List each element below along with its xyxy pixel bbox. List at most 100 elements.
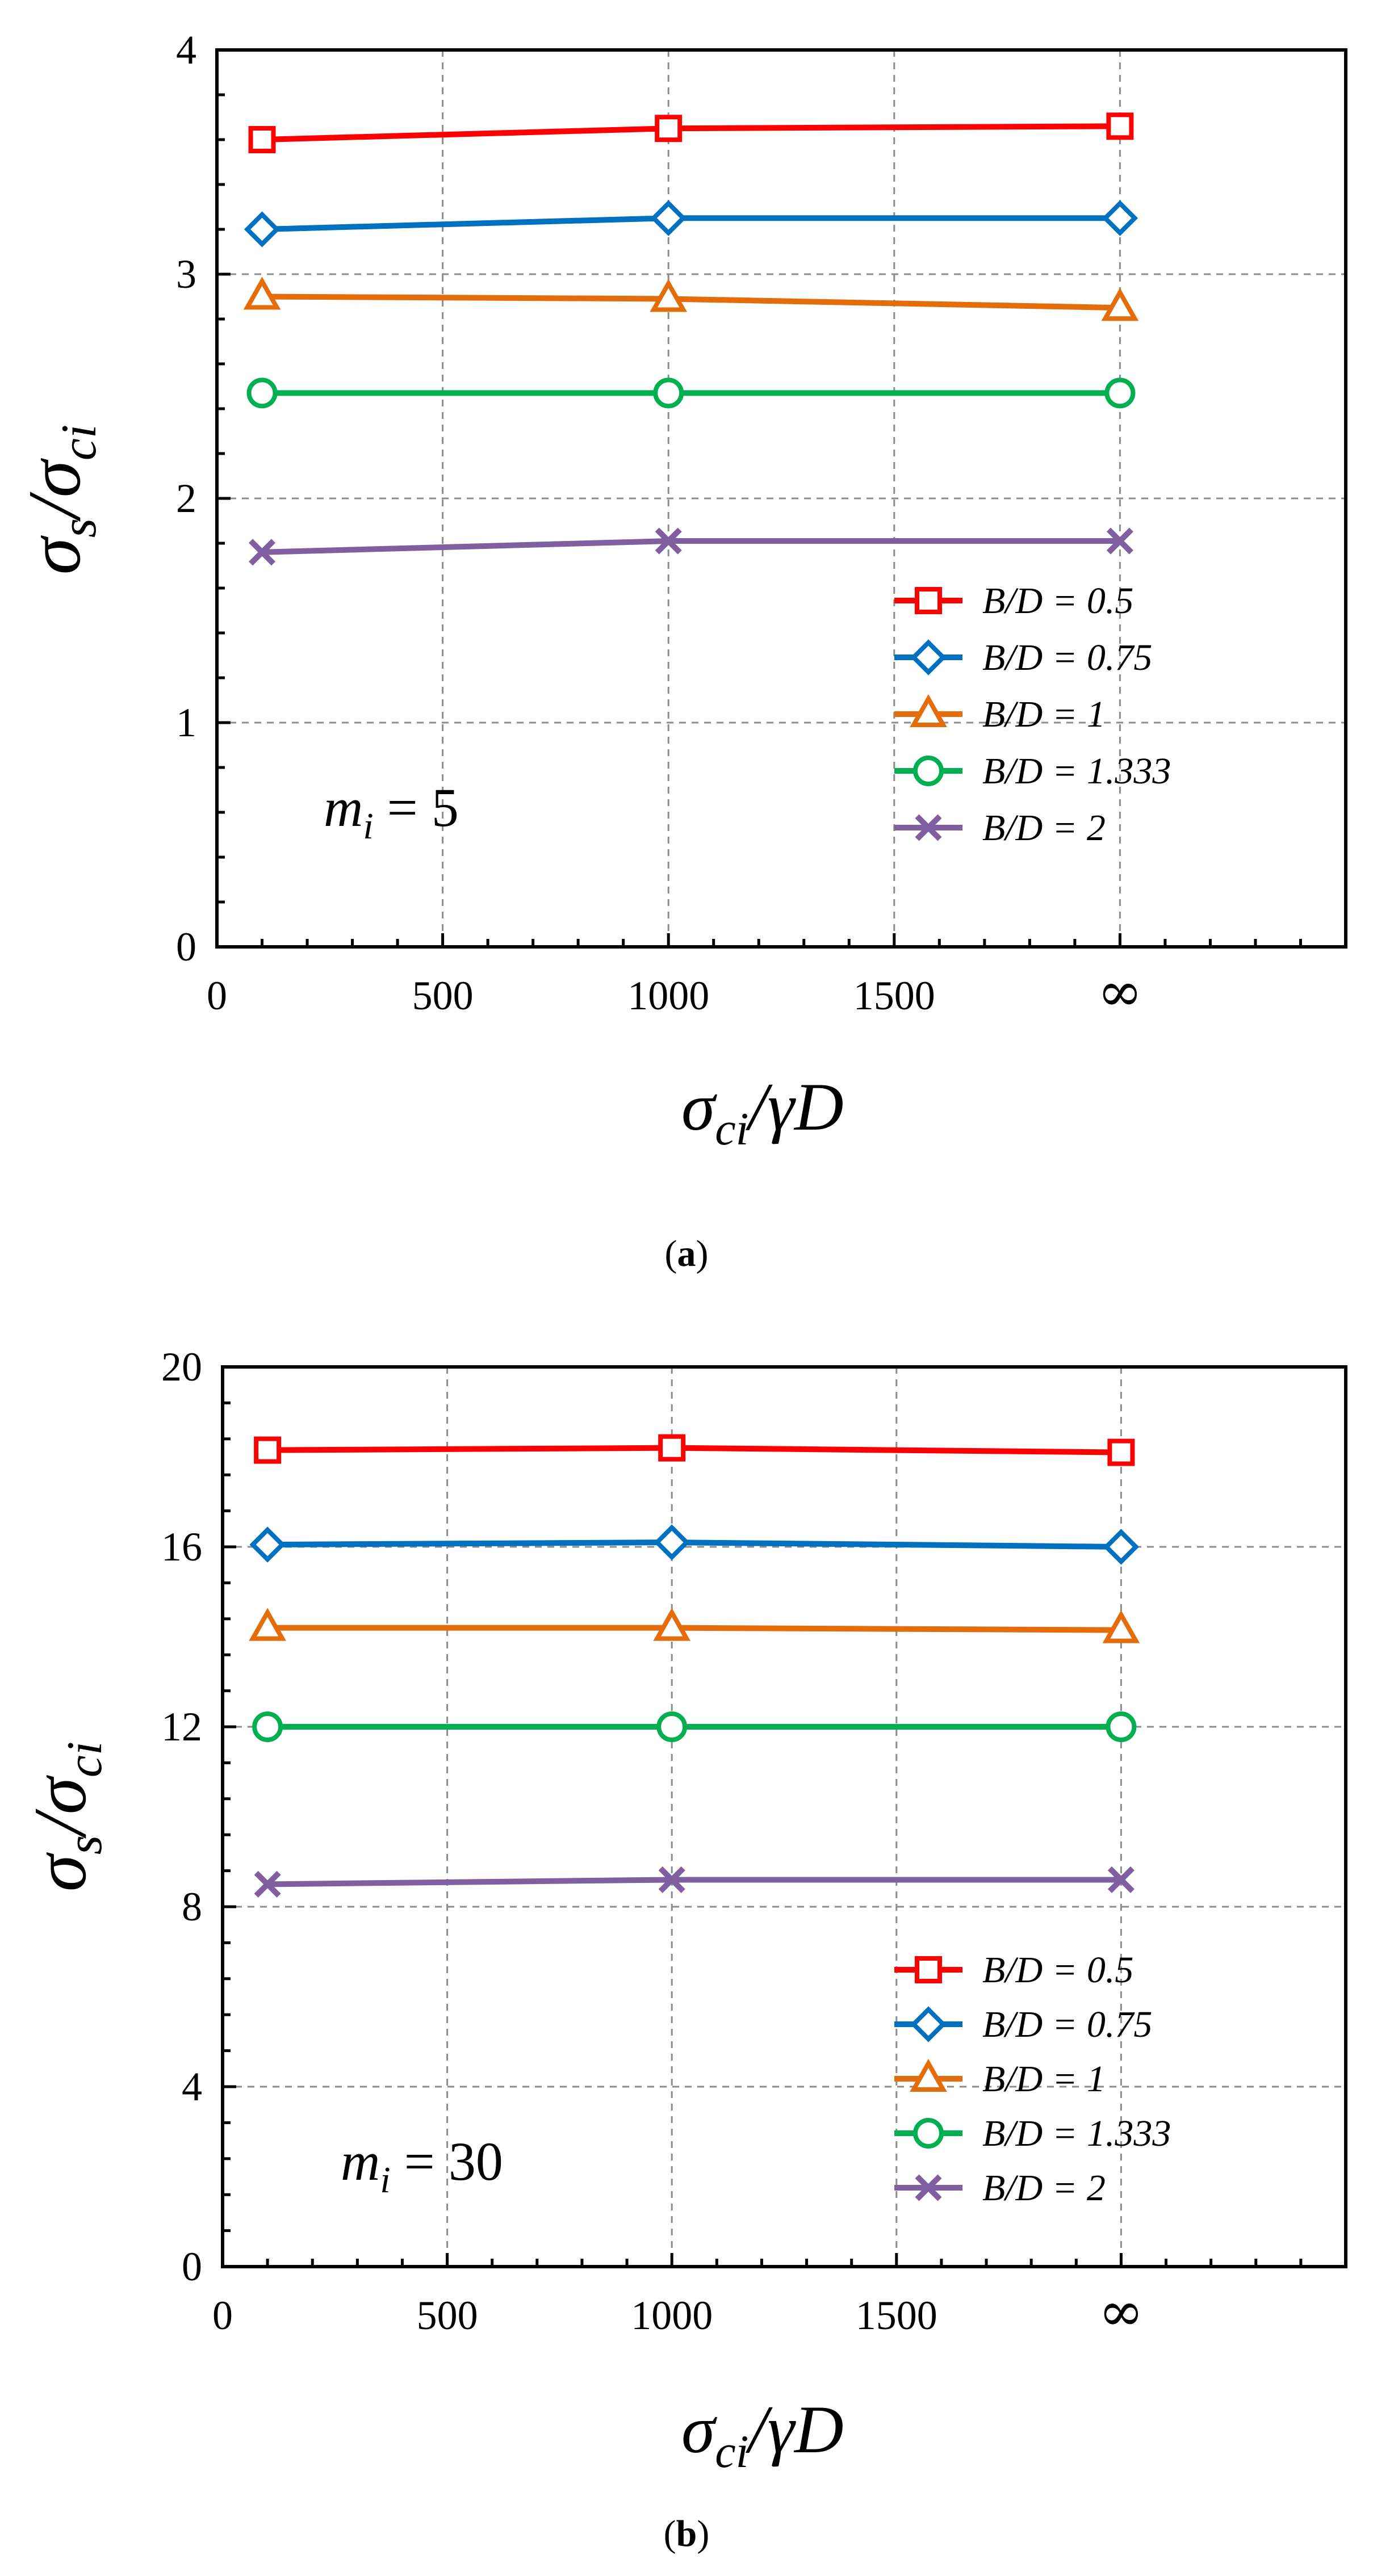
legend-entry: B/D = 1 [894,694,1106,735]
circle-marker [1106,1711,1137,1742]
square-marker [655,115,683,142]
legend-label: B/D = 1 [982,2058,1106,2100]
x-axis-label: σci/γD [681,2392,844,2477]
legend-entry: B/D = 1 [894,2058,1106,2100]
tick-marks [221,1365,1347,2268]
series-b-d-0-5 [254,1434,1135,1466]
legend-label: B/D = 1 [982,694,1106,735]
legend-label: B/D = 2 [982,807,1106,849]
square-marker [915,1956,942,1983]
diamond-marker [910,2006,947,2042]
x-tick-label: 500 [412,973,474,1018]
x-marker-stroke [1107,1866,1135,1893]
triangle-marker [249,1608,286,1641]
x-marker-stroke [915,2174,942,2201]
legend-entry: B/D = 0.75 [894,637,1152,678]
series-b-d-1 [243,276,1139,321]
triangle-marker [1102,1610,1140,1643]
series-line [267,1877,1121,1887]
chart-panel-b: 0 500 1000 1500 ∞ 0 4 8 12 16 20 B/D = 0.5 B/D = 0.7… [18,1344,1347,2554]
gridlines [217,50,1346,947]
legend-label: B/D = 0.5 [982,1949,1133,1991]
series-line [267,1539,1121,1550]
triangle-marker [910,694,947,727]
circle-marker [913,2118,944,2149]
diamond-marker [249,1526,286,1563]
x-axis-label: σci/γD [681,1069,844,1155]
y-tick-label: 1 [176,700,196,745]
series-b-d-2 [254,1866,1135,1898]
x-tick-label: 500 [417,2293,478,2338]
series-b-d-0-75 [244,200,1138,247]
y-tick-label: 4 [182,2064,202,2109]
triangle-marker [650,279,688,312]
y-tick-label: 12 [161,1704,202,1750]
square-marker [915,587,942,614]
series-line [262,538,1120,555]
series-b-d-0-75 [249,1524,1140,1565]
legend-entry: B/D = 0.75 [894,2004,1152,2045]
square-marker [658,1434,686,1462]
series-line [262,293,1120,311]
diamond-marker [244,211,281,247]
legend-label: B/D = 0.75 [982,2004,1152,2045]
diamond-marker [1103,1529,1140,1565]
y-tick-label: 0 [176,924,196,970]
circle-marker [1104,377,1136,409]
diamond-marker [1102,200,1138,236]
x-tick-label: 1500 [853,973,935,1018]
x-marker-stroke [655,527,682,555]
triangle-marker [653,1608,691,1641]
legend-entry: B/D = 2 [894,807,1106,849]
y-tick-label: 3 [176,251,196,297]
x-tick-label: 0 [207,973,227,1018]
series-line [262,215,1120,232]
y-tick-label: 20 [161,1344,202,1390]
panel-caption: (a) [665,1233,709,1274]
legend-label: B/D = 2 [982,2167,1106,2209]
x-tick-label: ∞ [1098,2280,1144,2343]
y-axis-label: σs/σci [18,1742,112,1892]
legend-label: B/D = 1.333 [982,750,1171,792]
triangle-marker [1101,288,1139,321]
series-b-d-1 [249,1608,1140,1643]
x-marker-stroke [248,539,276,566]
panel-caption: (b) [664,2513,710,2554]
legend-label: B/D = 0.75 [982,637,1152,678]
x-marker-stroke [658,1866,685,1893]
circle-marker [653,377,684,409]
triangle-marker [910,2058,947,2092]
tick-marks [215,48,1347,949]
circle-marker [252,1711,283,1742]
annotation-mi: mi = 5 [324,777,459,847]
circle-marker [656,1711,688,1742]
legend-label: B/D = 0.5 [982,580,1133,622]
x-tick-label: ∞ [1097,960,1142,1023]
legend-label: B/D = 1.333 [982,2113,1171,2154]
y-tick-label: 0 [182,2244,202,2289]
square-marker [1106,112,1134,140]
legend-entry: B/D = 2 [894,2167,1106,2209]
square-marker [1107,1438,1135,1466]
x-marker-stroke [1106,527,1133,555]
legend-entry: B/D = 0.5 [894,580,1133,622]
x-marker-stroke [915,814,942,841]
y-tick-label: 4 [176,27,196,73]
legend: B/D = 0.5 B/D = 0.75 B/D = 1 B/D = 1.333 B/D… [894,1949,1171,2209]
annotation-mi: mi = 30 [341,2131,503,2201]
series-b-d-2 [248,527,1133,566]
square-marker [254,1436,282,1464]
series-line [267,1625,1121,1633]
y-tick-label: 16 [161,1524,202,1570]
x-tick-label: 0 [212,2293,233,2338]
triangle-marker [243,276,281,310]
series-b-d-0-5 [248,112,1134,153]
circle-marker [246,377,278,409]
gridlines [223,1367,1346,2267]
legend-entry: B/D = 1.333 [894,2113,1171,2154]
square-marker [248,126,276,153]
plot-frame [221,1365,1347,2268]
series-line [267,1445,1121,1455]
